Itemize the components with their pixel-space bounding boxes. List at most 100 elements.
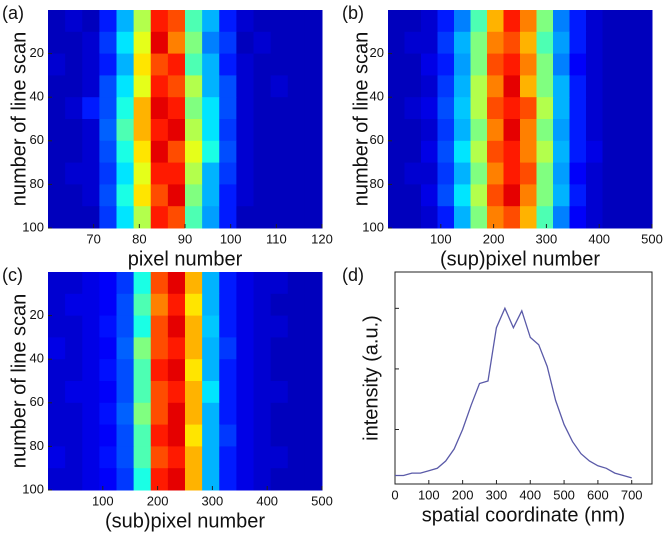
- heat-cell: [167, 75, 186, 98]
- y-tick-label: 100: [362, 219, 384, 234]
- heat-cell: [421, 184, 438, 207]
- heat-cell: [65, 162, 83, 185]
- heat-cell: [150, 337, 169, 360]
- heat-cell: [219, 140, 237, 164]
- heat-cell: [219, 206, 237, 229]
- heat-cell: [619, 206, 636, 229]
- heat-cell: [270, 402, 289, 426]
- heat-cell: [553, 140, 570, 164]
- heat-cell: [150, 402, 169, 426]
- x-tick-label: 200: [483, 231, 505, 246]
- heat-cell: [287, 140, 306, 164]
- heat-cell: [167, 337, 186, 360]
- heat-cell: [520, 97, 537, 120]
- heat-cell: [287, 424, 306, 447]
- heat-cell: [236, 31, 254, 55]
- heat-cell: [116, 97, 135, 120]
- y-axis-label: number of line scan: [8, 294, 30, 469]
- x-axis-label: pixel number: [128, 248, 243, 270]
- heat-cell: [236, 272, 254, 295]
- heat-cell: [236, 337, 254, 360]
- heat-cell: [133, 206, 152, 229]
- heat-cell: [503, 206, 521, 229]
- heat-cell: [82, 140, 100, 164]
- heat-cell: [116, 468, 135, 491]
- x-tick-label: 100: [92, 493, 114, 508]
- heat-cell: [202, 402, 220, 426]
- heat-cell: [133, 162, 152, 185]
- heat-cell: [470, 31, 488, 55]
- heat-cell: [219, 119, 237, 142]
- heat-cell: [65, 293, 83, 317]
- heat-cell: [133, 315, 152, 338]
- x-tick-label: 90: [178, 231, 192, 246]
- heat-cell: [287, 162, 306, 185]
- heat-cell: [236, 162, 254, 185]
- heat-cell: [586, 184, 603, 207]
- heat-cell: [304, 446, 323, 469]
- heat-cell: [536, 97, 554, 120]
- heat-cell: [569, 75, 587, 98]
- heat-cell: [270, 381, 289, 404]
- heat-cell: [202, 359, 220, 382]
- heat-cell: [270, 315, 289, 338]
- heat-cell: [133, 10, 152, 33]
- y-tick-label: 40: [30, 89, 44, 104]
- heat-cell: [270, 31, 289, 55]
- heat-cell: [388, 184, 405, 207]
- heat-cell: [270, 424, 289, 447]
- heat-cell: [99, 119, 117, 142]
- heat-cell: [503, 97, 521, 120]
- heat-cell: [404, 97, 422, 120]
- x-tick-label: 400: [588, 231, 610, 246]
- heat-cell: [304, 31, 323, 55]
- heat-cell: [287, 272, 306, 295]
- heat-cell: [454, 53, 471, 76]
- heat-cell: [421, 140, 438, 164]
- heat-cell: [470, 75, 488, 98]
- x-tick-label: 100: [430, 231, 452, 246]
- heat-cell: [470, 140, 488, 164]
- heat-cell: [202, 119, 220, 142]
- heat-cell: [219, 468, 237, 491]
- heat-cell: [404, 75, 422, 98]
- heat-cell: [404, 162, 422, 185]
- heat-cell: [167, 53, 186, 76]
- heat-cell: [133, 402, 152, 426]
- heat-cell: [48, 424, 66, 447]
- y-tick-label: 20: [30, 45, 44, 60]
- heat-cell: [304, 53, 323, 76]
- heat-cell: [520, 206, 537, 229]
- heat-cell: [202, 75, 220, 98]
- y-tick-label: 100: [22, 481, 44, 496]
- heat-cell: [270, 293, 289, 317]
- panel-label: (a): [2, 3, 24, 23]
- heat-cell: [569, 97, 587, 120]
- heat-cell: [219, 446, 237, 469]
- heat-cell: [454, 119, 471, 142]
- heat-cell: [487, 206, 504, 229]
- heat-cell: [99, 53, 117, 76]
- heat-cell: [553, 75, 570, 98]
- heat-cell: [470, 184, 488, 207]
- heat-cell: [287, 53, 306, 76]
- heat-cell: [536, 184, 554, 207]
- heat-cell: [287, 119, 306, 142]
- heat-cell: [133, 446, 152, 469]
- heat-cell: [536, 53, 554, 76]
- heat-cell: [82, 293, 100, 317]
- heat-cell: [253, 337, 272, 360]
- x-tick-label: 500: [641, 231, 663, 246]
- heat-cell: [553, 10, 570, 33]
- heat-cell: [454, 97, 471, 120]
- heat-cell: [82, 53, 100, 76]
- heat-cell: [503, 184, 521, 207]
- heat-cell: [99, 424, 117, 447]
- heat-cell: [202, 53, 220, 76]
- heat-cell: [404, 31, 422, 55]
- heat-cell: [536, 206, 554, 229]
- heat-cell: [503, 31, 521, 55]
- heat-cell: [619, 140, 636, 164]
- y-tick-label: 20: [30, 307, 44, 322]
- heat-cell: [48, 381, 66, 404]
